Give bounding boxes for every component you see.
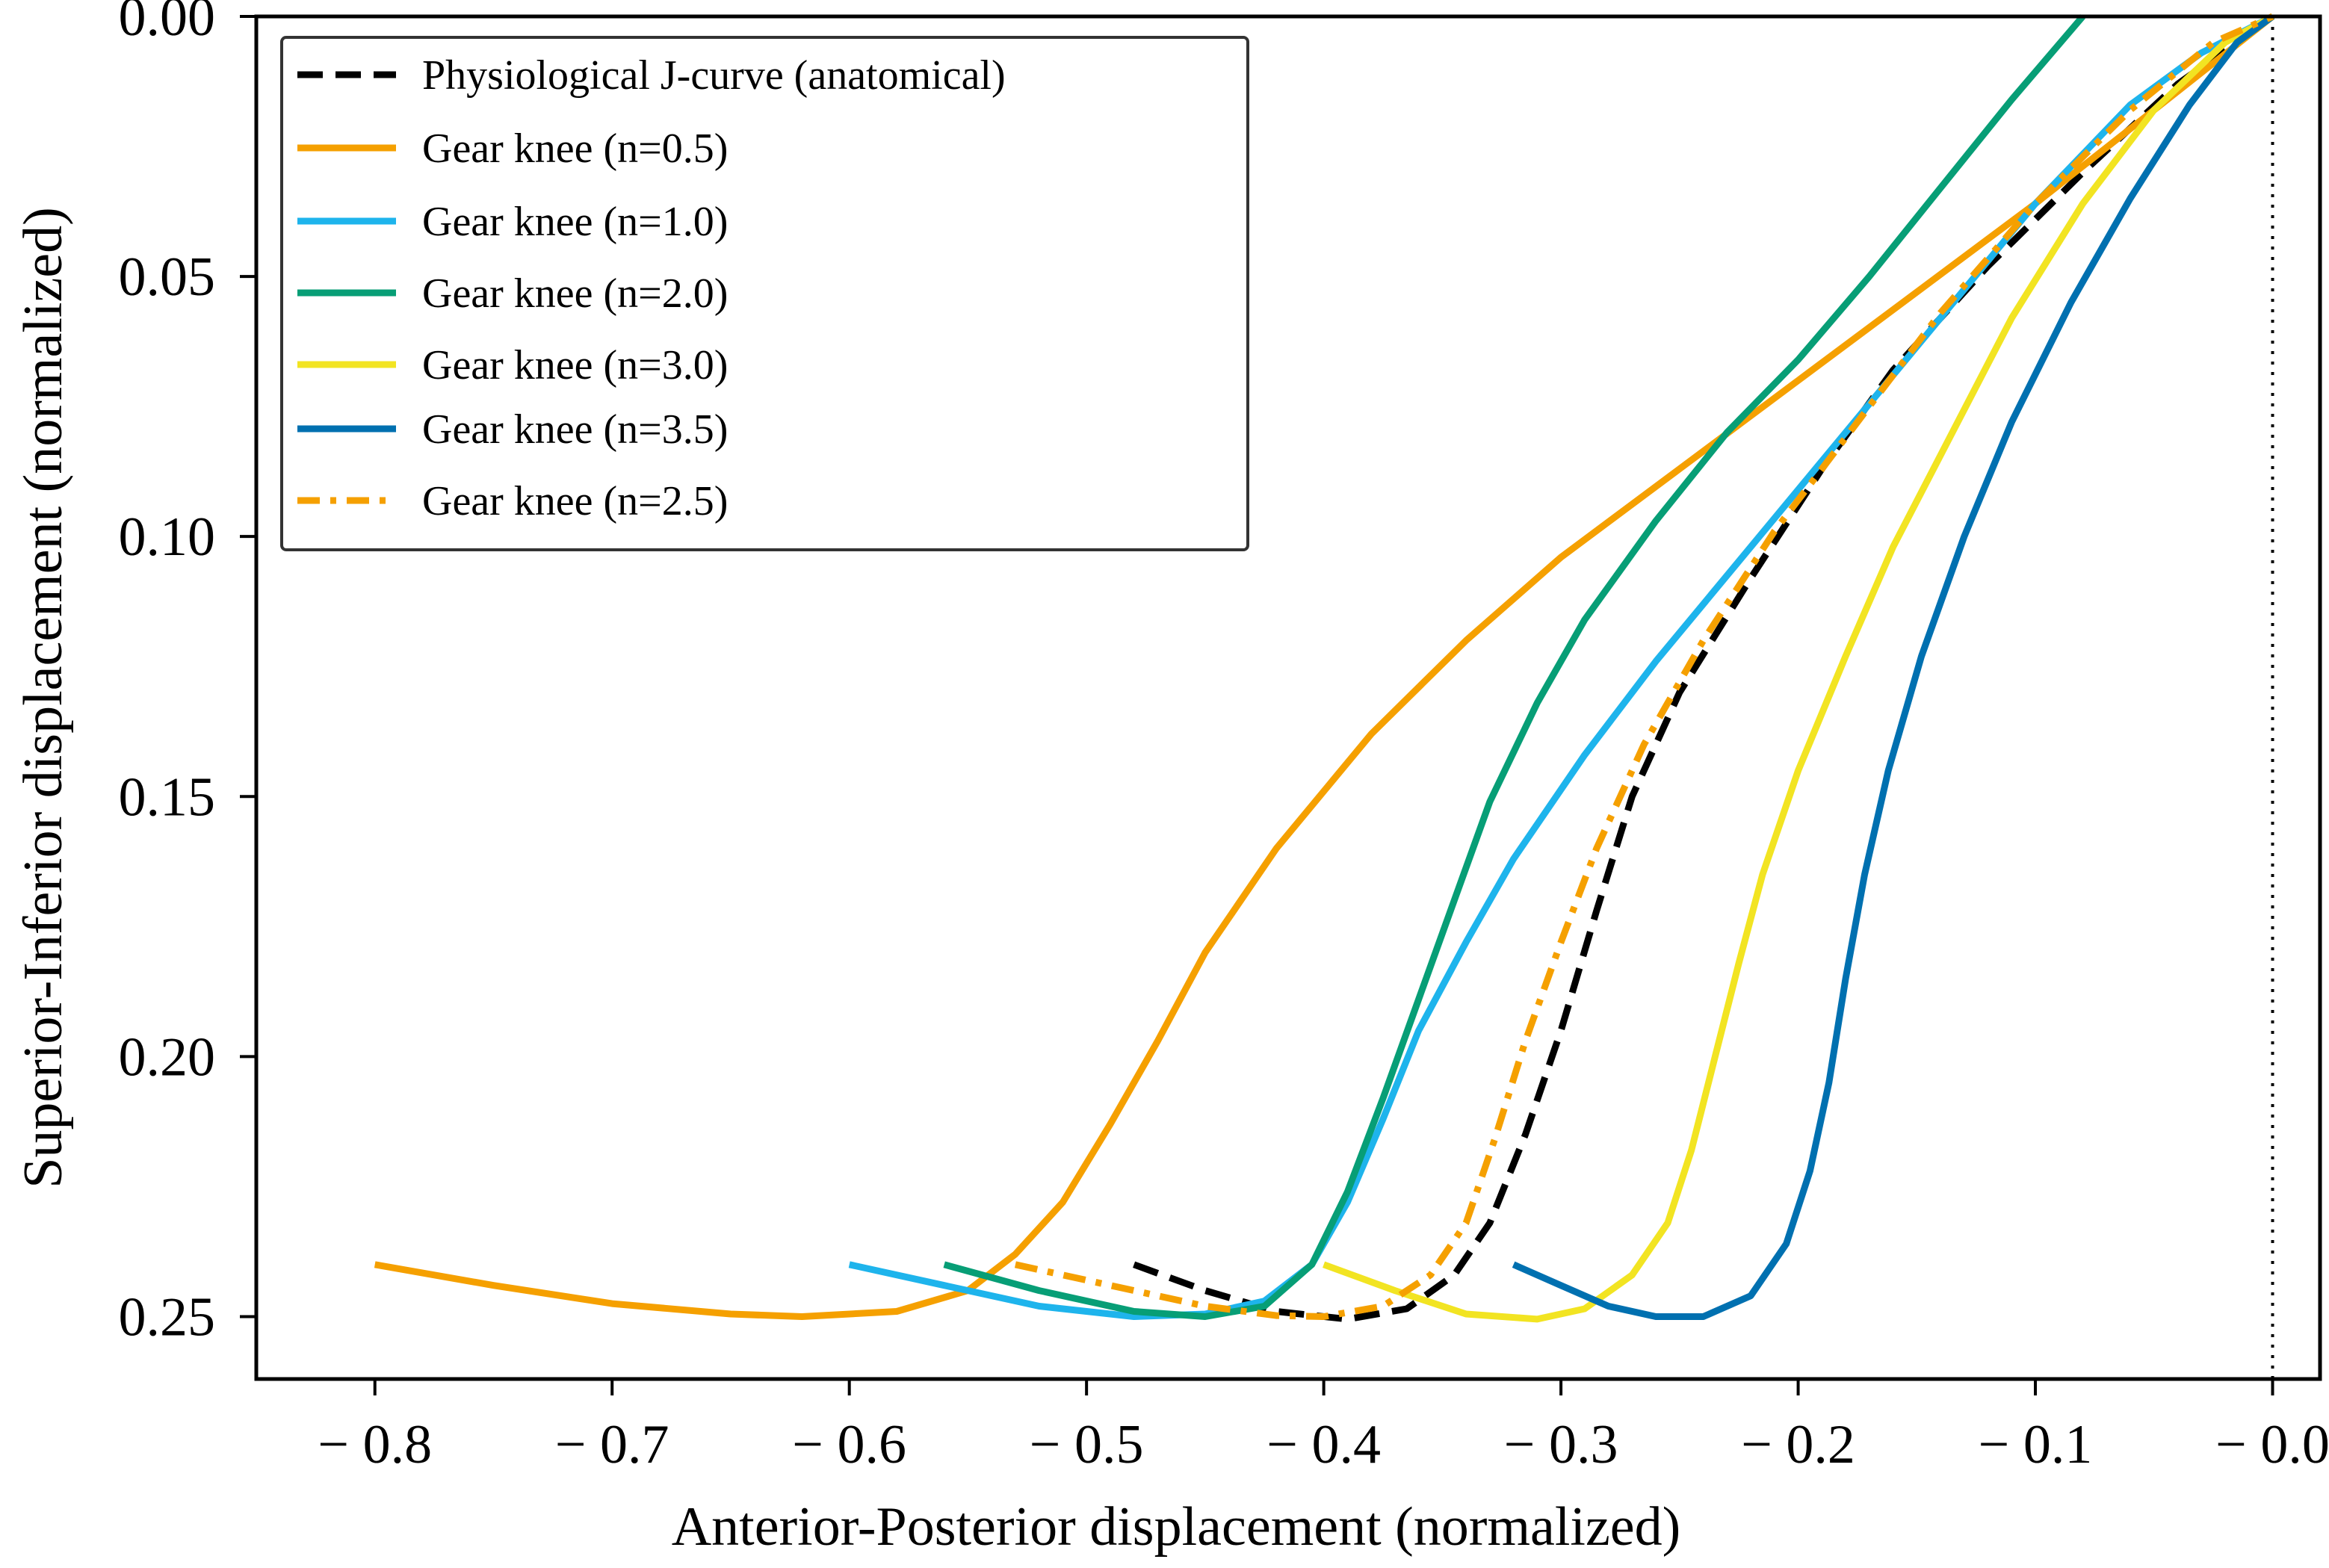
legend-label-5: Gear knee (n=3.0) xyxy=(422,342,728,388)
x-tick-label: − 0.4 xyxy=(1266,1414,1381,1475)
series-line-2 xyxy=(374,13,2275,1320)
y-axis-label: Superior-Inferior displacement (normaliz… xyxy=(13,207,74,1189)
legend-label-2: Gear knee (n=0.5) xyxy=(422,125,728,172)
legend-label-7: Gear knee (n=2.5) xyxy=(422,478,728,524)
legend-label-6: Gear knee (n=3.5) xyxy=(422,406,728,453)
y-tick-label: 0.10 xyxy=(119,506,216,568)
legend-label-4: Gear knee (n=2.0) xyxy=(422,270,728,317)
plot-frame xyxy=(254,14,2322,1381)
x-tick-label: − 0.1 xyxy=(1979,1414,2093,1475)
y-axis: 0.00 0.05 0.10 0.15 0.20 0.25 xyxy=(119,0,256,1348)
x-tick-label: − 0.6 xyxy=(792,1414,906,1475)
x-axis: − 0.8 − 0.7 − 0.6 − 0.5 − 0.4 − 0.3 − 0.2 − 0.1… xyxy=(318,1379,2329,1475)
y-tick-label: 0.25 xyxy=(119,1286,216,1348)
y-tick-label: 0.15 xyxy=(119,766,216,828)
x-tick-label: − 0.2 xyxy=(1741,1414,1855,1475)
legend: Physiological J-curve (anatomical) Gear k… xyxy=(280,36,1249,551)
series-line-1 xyxy=(1133,13,2275,1323)
x-axis-label: Anterior-Posterior displacement (normali… xyxy=(672,1496,1681,1558)
x-tick-label: − 0.3 xyxy=(1504,1414,1618,1475)
x-tick-label: − 0.5 xyxy=(1030,1414,1144,1475)
y-tick-label: 0.20 xyxy=(119,1026,216,1088)
y-tick-label: 0.00 xyxy=(119,0,216,48)
x-tick-label: − 0.7 xyxy=(555,1414,669,1475)
series-line-7 xyxy=(1014,13,2274,1320)
legend-label-1: Physiological J-curve (anatomical) xyxy=(422,52,1006,99)
legend-label-3: Gear knee (n=1.0) xyxy=(422,199,728,245)
series-line-5 xyxy=(1323,13,2274,1323)
x-tick-label: − 0.8 xyxy=(318,1414,432,1475)
series-line-6 xyxy=(1512,13,2275,1320)
x-tick-label: − 0.0 xyxy=(2215,1414,2329,1475)
y-tick-label: 0.05 xyxy=(119,247,216,308)
series-layer xyxy=(374,13,2275,1323)
reference-lines xyxy=(256,15,2320,1379)
legend-box xyxy=(280,36,1249,551)
series-line-4 xyxy=(943,14,2085,1320)
